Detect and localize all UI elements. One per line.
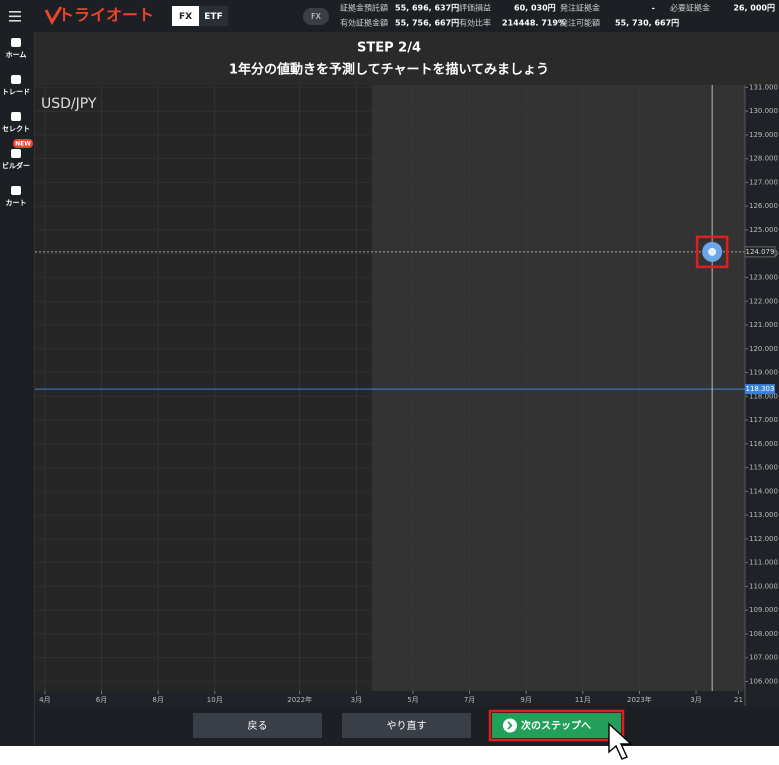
next-icon-arrow — [507, 721, 513, 730]
drag-handle-center — [708, 247, 717, 256]
x-tick-label: 3月 — [690, 696, 701, 704]
tab-label[interactable]: FX — [179, 12, 192, 22]
account-label: 有効証拠金額 — [340, 18, 388, 28]
step-header — [35, 32, 779, 85]
y-tick-label: 122.000 — [749, 297, 778, 305]
y-tick-label: 126.000 — [749, 202, 778, 210]
sidebar-label[interactable]: ビルダー — [2, 161, 30, 170]
sidebar-icon[interactable] — [11, 38, 21, 47]
y-tick-label: 120.000 — [749, 345, 778, 353]
x-tick-label: 2022年 — [287, 695, 312, 704]
y-tick-label: 119.000 — [749, 369, 778, 377]
y-tick-label: 125.000 — [749, 226, 778, 234]
y-tick-label: 131.000 — [749, 83, 778, 91]
account-value: 55, 696, 637円 — [395, 4, 459, 13]
y-tick-label: 123.000 — [749, 273, 778, 281]
account-label: 発注証拠金 — [560, 3, 600, 13]
sidebar-icon[interactable] — [11, 112, 21, 121]
y-tick-label: 129.000 — [749, 131, 778, 139]
price-tag-bg — [744, 246, 776, 258]
y-tick-label: 116.000 — [749, 440, 778, 448]
y-tick-label: 128.000 — [749, 155, 778, 163]
y-tick-label: 112.000 — [749, 535, 778, 543]
y-tick-label: 121.000 — [749, 321, 778, 329]
current-price-label: 118.303 — [746, 385, 775, 393]
button-label[interactable]: やり直す — [387, 719, 427, 732]
account-value: 26, 000円 — [733, 4, 775, 13]
x-tick-label: 6月 — [96, 696, 107, 704]
handle-price-label: 124.079 — [746, 248, 775, 256]
account-value: 55, 756, 667円 — [395, 19, 459, 28]
highlight-box — [695, 235, 729, 269]
badge-label: FX — [311, 12, 322, 21]
step-subtitle: 1年分の値動きを予測してチャートを描いてみましょう — [229, 62, 549, 78]
sidebar-label[interactable]: セレクト — [2, 124, 30, 133]
forecast-region — [371, 85, 745, 691]
x-tick-label: 21 — [734, 696, 743, 704]
y-tick-label: 106.000 — [749, 677, 778, 685]
y-tick-label: 107.000 — [749, 654, 778, 662]
y-tick-label: 108.000 — [749, 630, 778, 638]
menu-icon[interactable] — [9, 11, 21, 22]
account-value: 60, 030円 — [514, 4, 556, 13]
account-label: 有効比率 — [459, 18, 491, 28]
sidebar-label[interactable]: トレード — [2, 88, 30, 96]
y-axis-bg — [745, 85, 779, 706]
x-tick-label: 10月 — [207, 696, 223, 704]
sidebar-label[interactable]: カート — [6, 199, 27, 207]
y-tick-label: 115.000 — [749, 464, 778, 472]
y-tick-label: 110.000 — [749, 582, 778, 590]
sidebar-label[interactable]: ホーム — [6, 51, 27, 59]
x-axis-bg — [35, 691, 745, 706]
new-badge-bg — [13, 139, 33, 148]
sidebar-icon[interactable] — [11, 186, 21, 195]
y-tick-label: 117.000 — [749, 416, 778, 424]
back-button[interactable] — [193, 713, 322, 738]
x-tick-label: 3月 — [351, 696, 362, 704]
tab-label[interactable]: ETF — [204, 12, 222, 22]
x-tick-label: 2023年 — [627, 695, 652, 704]
y-tick-label: 130.000 — [749, 107, 778, 115]
x-tick-label: 8月 — [152, 696, 163, 704]
y-tick-label: 114.000 — [749, 487, 778, 495]
button-label[interactable]: 次のステップへ — [521, 719, 591, 732]
sidebar-icon[interactable] — [11, 149, 21, 158]
chart-title: USD/JPY — [41, 96, 97, 112]
y-tick-label: 109.000 — [749, 606, 778, 614]
new-badge: NEW — [15, 141, 31, 148]
step-title: STEP 2/4 — [357, 41, 421, 56]
account-label: 証拠金預託額 — [340, 3, 388, 13]
redo-button[interactable] — [342, 713, 471, 738]
tab-etf[interactable] — [199, 6, 228, 26]
logo-mark — [44, 6, 63, 26]
x-tick-label: 4月 — [39, 696, 50, 704]
x-tick-label: 11月 — [575, 696, 591, 704]
x-tick-label: 9月 — [520, 696, 531, 704]
cursor — [608, 722, 633, 760]
sidebar-icon[interactable] — [11, 75, 21, 84]
account-label: 評価損益 — [459, 3, 491, 13]
y-tick-label: 127.000 — [749, 178, 778, 186]
logo: トライオート — [58, 6, 154, 25]
account-value: - — [652, 4, 655, 13]
account-label: 必要証拠金 — [670, 3, 710, 13]
y-tick-label: 113.000 — [749, 511, 778, 519]
next-icon — [503, 718, 517, 733]
account-value: 214448. 719% — [502, 19, 566, 28]
tab-fx[interactable] — [172, 6, 199, 26]
button-label[interactable]: 戻る — [248, 719, 268, 732]
account-value: 55, 730, 667円 — [615, 19, 679, 28]
highlight-box — [488, 709, 625, 742]
badge — [303, 8, 329, 25]
y-tick-label: 118.000 — [749, 392, 778, 400]
x-tick-label: 5月 — [407, 696, 418, 704]
account-label: 発注可能額 — [560, 18, 600, 28]
x-tick-label: 7月 — [464, 696, 475, 704]
price-tag-bg — [745, 384, 775, 395]
y-tick-label: 111.000 — [749, 559, 778, 567]
